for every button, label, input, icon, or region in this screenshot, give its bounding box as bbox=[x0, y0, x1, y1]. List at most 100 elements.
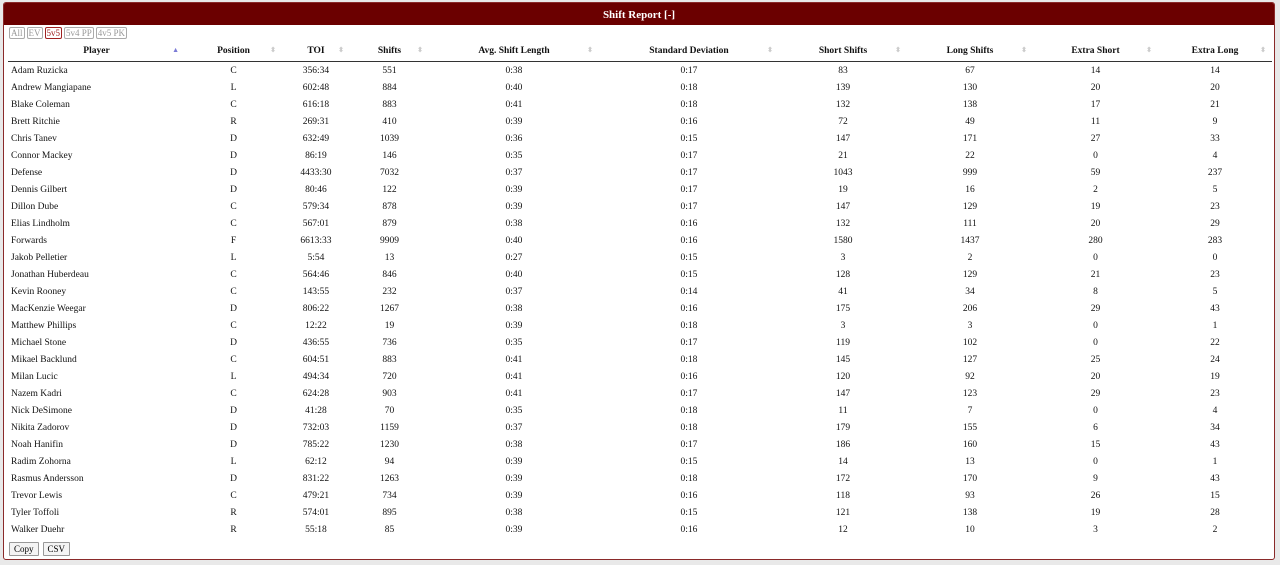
column-header-avg-shift-length[interactable]: Avg. Shift Length ⬍ bbox=[429, 40, 599, 62]
table-row: Adam Ruzicka C 356:34 551 0:38 0:17 83 67 14 14 bbox=[8, 62, 1272, 80]
cell-position: L bbox=[230, 371, 237, 382]
column-header-short-shifts[interactable]: Short Shifts ⬍ bbox=[779, 40, 907, 62]
cell-shifts: 122 bbox=[382, 184, 397, 195]
cell-extra-short: 0 bbox=[1093, 405, 1098, 416]
cell-player: Elias Lindholm bbox=[11, 218, 70, 229]
cell-extra-short: 0 bbox=[1093, 320, 1098, 331]
export-buttons: Copy CSV bbox=[9, 542, 71, 556]
sort-icon[interactable]: ⬍ bbox=[270, 46, 276, 54]
cell-position: D bbox=[230, 439, 237, 450]
cell-extra-short: 21 bbox=[1090, 269, 1101, 280]
cell-standard-deviation: 0:18 bbox=[680, 422, 698, 433]
header-row: Player ▲ Position ⬍ TOI ⬍ Shifts ⬍ Avg. Shift Le… bbox=[8, 40, 1272, 62]
sort-icon[interactable]: ⬍ bbox=[1260, 46, 1266, 54]
cell-position: D bbox=[230, 150, 237, 161]
cell-standard-deviation: 0:16 bbox=[680, 116, 698, 127]
cell-avg-shift-length: 0:38 bbox=[505, 303, 523, 314]
cell-extra-long: 29 bbox=[1210, 218, 1220, 229]
cell-extra-long: 34 bbox=[1210, 422, 1220, 433]
csv-button[interactable]: CSV bbox=[42, 542, 71, 556]
cell-player: Kevin Rooney bbox=[11, 286, 67, 297]
cell-shifts: 13 bbox=[384, 252, 395, 263]
cell-toi: 86:19 bbox=[305, 150, 327, 161]
cell-position: D bbox=[230, 167, 237, 178]
cell-toi: 143:55 bbox=[302, 286, 330, 297]
cell-short-shifts: 11 bbox=[838, 405, 848, 416]
cell-standard-deviation: 0:16 bbox=[680, 218, 698, 229]
cell-extra-long: 21 bbox=[1210, 99, 1220, 110]
cell-shifts: 883 bbox=[382, 99, 397, 110]
column-header-long-shifts[interactable]: Long Shifts ⬍ bbox=[907, 40, 1033, 62]
cell-player: Connor Mackey bbox=[11, 150, 73, 161]
sort-icon[interactable]: ⬍ bbox=[587, 46, 593, 54]
filter-ev[interactable]: EV bbox=[26, 27, 43, 39]
cell-extra-long: 43 bbox=[1210, 303, 1220, 314]
cell-extra-long: 2 bbox=[1212, 524, 1218, 535]
sort-icon[interactable]: ⬍ bbox=[338, 46, 344, 54]
column-header-shifts[interactable]: Shifts ⬍ bbox=[350, 40, 429, 62]
sort-icon[interactable]: ⬍ bbox=[767, 46, 773, 54]
cell-shifts: 9909 bbox=[380, 235, 399, 246]
sort-ascending-icon[interactable]: ▲ bbox=[172, 46, 179, 54]
column-header-player[interactable]: Player ▲ bbox=[8, 40, 185, 62]
cell-extra-long: 33 bbox=[1210, 133, 1220, 144]
cell-player: Nikita Zadorov bbox=[11, 422, 70, 433]
column-header-position[interactable]: Position ⬍ bbox=[185, 40, 282, 62]
table-row: Nick DeSimone D 41:28 70 0:35 0:18 11 7 0 4 bbox=[8, 402, 1272, 419]
cell-toi: 831:22 bbox=[302, 473, 330, 484]
cell-toi: 604:51 bbox=[302, 354, 330, 365]
table-row: Radim Zohorna L 62:12 94 0:39 0:15 14 13 0 1 bbox=[8, 453, 1272, 470]
cell-position: D bbox=[230, 133, 237, 144]
cell-short-shifts: 132 bbox=[835, 99, 851, 110]
cell-extra-short: 26 bbox=[1090, 490, 1101, 501]
sort-icon[interactable]: ⬍ bbox=[417, 46, 423, 54]
cell-avg-shift-length: 0:40 bbox=[505, 269, 523, 280]
column-header-extra-long[interactable]: Extra Long ⬍ bbox=[1158, 40, 1272, 62]
table-row: Defense D 4433:30 7032 0:37 0:17 1043 999 59 237 bbox=[8, 164, 1272, 181]
panel-title[interactable]: Shift Report [-] bbox=[4, 3, 1274, 25]
filter-all[interactable]: All bbox=[9, 27, 25, 39]
cell-extra-short: 11 bbox=[1090, 116, 1101, 127]
cell-short-shifts: 119 bbox=[836, 337, 850, 348]
cell-player: Brett Ritchie bbox=[11, 116, 60, 127]
copy-button[interactable]: Copy bbox=[9, 542, 39, 556]
cell-standard-deviation: 0:18 bbox=[680, 82, 698, 93]
cell-position: R bbox=[230, 116, 237, 127]
cell-avg-shift-length: 0:41 bbox=[505, 99, 523, 110]
cell-shifts: 551 bbox=[382, 65, 397, 76]
column-header-standard-deviation[interactable]: Standard Deviation ⬍ bbox=[599, 40, 779, 62]
cell-short-shifts: 72 bbox=[838, 116, 848, 127]
cell-short-shifts: 139 bbox=[835, 82, 851, 93]
cell-shifts: 903 bbox=[382, 388, 397, 399]
sort-icon[interactable]: ⬍ bbox=[1021, 46, 1027, 54]
cell-toi: 5:54 bbox=[307, 252, 325, 263]
cell-long-shifts: 67 bbox=[965, 65, 975, 76]
sort-icon[interactable]: ⬍ bbox=[895, 46, 901, 54]
column-header-toi[interactable]: TOI ⬍ bbox=[282, 40, 350, 62]
cell-toi: 806:22 bbox=[302, 303, 330, 314]
cell-extra-short: 0 bbox=[1093, 252, 1098, 263]
cell-shifts: 879 bbox=[382, 218, 397, 229]
cell-extra-short: 20 bbox=[1090, 82, 1101, 93]
filter-5v5[interactable]: 5v5 bbox=[44, 27, 63, 39]
cell-long-shifts: 129 bbox=[962, 201, 978, 212]
filter-4v5-pk[interactable]: 4v5 PK bbox=[95, 27, 128, 39]
column-header-extra-short[interactable]: Extra Short ⬍ bbox=[1033, 40, 1158, 62]
filter-5v4-pp[interactable]: 5v4 PP bbox=[64, 27, 94, 39]
cell-position: C bbox=[230, 65, 237, 76]
cell-player: Michael Stone bbox=[11, 337, 67, 348]
table-row: Jonathan Huberdeau C 564:46 846 0:40 0:15 128 1… bbox=[8, 266, 1272, 283]
cell-toi: 632:49 bbox=[302, 133, 330, 144]
cell-avg-shift-length: 0:37 bbox=[505, 286, 523, 297]
cell-toi: 62:12 bbox=[305, 456, 327, 467]
column-header-label: Long Shifts bbox=[946, 45, 994, 56]
cell-shifts: 1230 bbox=[380, 439, 399, 450]
cell-short-shifts: 128 bbox=[835, 269, 851, 280]
cell-player: Adam Ruzicka bbox=[11, 65, 68, 76]
cell-extra-short: 19 bbox=[1090, 201, 1101, 212]
cell-long-shifts: 127 bbox=[962, 354, 978, 365]
cell-extra-long: 1 bbox=[1212, 320, 1218, 331]
sort-icon[interactable]: ⬍ bbox=[1146, 46, 1152, 54]
cell-standard-deviation: 0:16 bbox=[680, 303, 698, 314]
cell-position: R bbox=[230, 524, 237, 535]
